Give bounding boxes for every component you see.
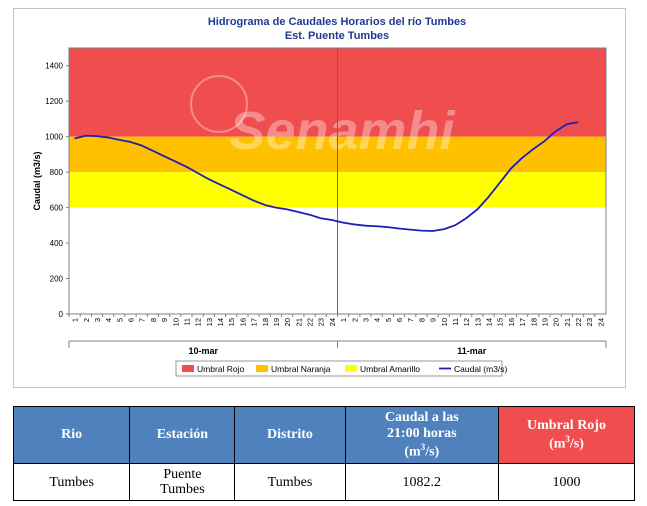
x-tick-label: 15 <box>496 318 505 326</box>
x-tick-label: 12 <box>462 318 471 326</box>
chart-frame: Hidrograma de Caudales Horarios del río … <box>13 8 626 388</box>
header-rojo-unit: (m <box>549 436 566 452</box>
legend-label-2: Umbral Amarillo <box>360 364 420 374</box>
y-tick-label: 600 <box>50 204 64 213</box>
y-tick-label: 800 <box>50 168 64 177</box>
header-rojo-unit-end: /s) <box>569 436 584 452</box>
cell-estacion-line1: Puente <box>163 467 202 482</box>
x-tick-label: 20 <box>552 318 561 326</box>
header-rojo-unit-sup: 3 <box>565 433 570 444</box>
x-tick-label: 1 <box>71 318 80 322</box>
header-estacion: Estación <box>129 406 236 464</box>
y-tick-label: 1200 <box>45 97 63 106</box>
x-tick-label: 5 <box>115 318 124 322</box>
legend-box <box>175 360 503 377</box>
legend-swatch-2 <box>345 365 357 372</box>
y-tick-label: 1000 <box>45 133 63 142</box>
x-tick-label: 6 <box>395 318 404 322</box>
x-tick-label: 24 <box>328 318 337 326</box>
x-tick-label: 3 <box>93 318 102 322</box>
x-tick-label: 17 <box>250 318 259 326</box>
cell-rio: Tumbes <box>12 463 131 501</box>
cell-estacion-line2: Tumbes <box>160 482 205 497</box>
watermark-sun-icon <box>190 75 248 133</box>
x-tick-label: 14 <box>216 318 225 326</box>
x-tick-label: 19 <box>540 318 549 326</box>
x-tick-label: 23 <box>585 318 594 326</box>
x-tick-label: 12 <box>194 318 203 326</box>
x-tick-label: 6 <box>127 318 136 322</box>
header-caudal-line1: Caudal a las <box>384 409 459 425</box>
header-umbral-rojo: Umbral Rojo (m3/s) <box>498 406 635 464</box>
y-axis-label: Caudal (m3/s) <box>32 151 42 210</box>
x-tick-label: 13 <box>205 318 214 326</box>
station-info-table: Rio Estación Distrito Caudal a las 21:00… <box>12 406 635 501</box>
cell-caudal: 1082.2 <box>344 463 500 501</box>
day-label-1: 10-mar <box>188 346 218 356</box>
x-tick-label: 10 <box>171 318 180 326</box>
legend-swatch-0 <box>182 365 194 372</box>
header-distrito: Distrito <box>234 406 346 464</box>
x-tick-label: 16 <box>507 318 516 326</box>
x-tick-label: 22 <box>306 318 315 326</box>
x-tick-label: 2 <box>82 318 91 322</box>
x-tick-label: 19 <box>272 318 281 326</box>
y-tick-label: 0 <box>59 310 64 319</box>
x-tick-label: 9 <box>429 318 438 322</box>
table-row: Tumbes Puente Tumbes Tumbes 1082.2 1000 <box>12 463 635 501</box>
x-tick-label: 20 <box>283 318 292 326</box>
x-tick-label: 1 <box>339 318 348 322</box>
y-tick-label: 400 <box>50 239 64 248</box>
series-line-caudal <box>74 121 579 232</box>
cell-umbral-rojo: 1000 <box>498 463 635 501</box>
x-tick-label: 8 <box>149 318 158 322</box>
header-caudal-unit-end: /s) <box>425 444 440 460</box>
legend-label-3: Caudal (m3/s) <box>454 364 508 374</box>
x-tick-label: 11 <box>451 318 460 326</box>
header-rio: Rio <box>12 406 131 464</box>
day-label-2: 11-mar <box>457 346 487 356</box>
legend-label-0: Umbral Rojo <box>197 364 245 374</box>
chart-subtitle: Est. Puente Tumbes <box>285 30 389 42</box>
header-caudal-unit: (m <box>404 444 421 460</box>
header-rojo-line1: Umbral Rojo <box>527 417 606 433</box>
hydrograph-chart: Hidrograma de Caudales Horarios del río … <box>32 16 607 377</box>
x-tick-label: 22 <box>574 318 583 326</box>
y-tick-label: 1400 <box>45 62 63 71</box>
x-tick-label: 2 <box>350 318 359 322</box>
x-tick-label: 23 <box>317 318 326 326</box>
chart-title: Hidrograma de Caudales Horarios del río … <box>208 16 466 28</box>
x-tick-label: 10 <box>440 318 449 326</box>
header-caudal-unit-sup: 3 <box>420 441 426 452</box>
x-tick-label: 4 <box>373 318 382 322</box>
x-tick-label: 18 <box>529 318 538 326</box>
cell-distrito: Tumbes <box>234 463 346 501</box>
header-caudal: Caudal a las 21:00 horas (m3/s) <box>344 406 500 464</box>
table-header-row: Rio Estación Distrito Caudal a las 21:00… <box>12 406 635 464</box>
x-tick-label: 21 <box>563 318 572 326</box>
watermark-text: Senamhi <box>229 101 455 161</box>
x-tick-label: 17 <box>518 318 527 326</box>
x-tick-label: 9 <box>160 318 169 322</box>
x-tick-label: 5 <box>384 318 393 322</box>
x-tick-label: 4 <box>104 318 113 322</box>
x-tick-label: 15 <box>227 318 236 326</box>
x-tick-label: 14 <box>485 318 494 326</box>
x-tick-label: 24 <box>596 318 605 326</box>
legend-swatch-1 <box>256 365 268 372</box>
x-tick-label: 11 <box>182 318 191 326</box>
x-tick-label: 16 <box>238 318 247 326</box>
header-caudal-line2: 21:00 horas <box>386 425 457 441</box>
legend-label-1: Umbral Naranja <box>271 364 331 374</box>
x-tick-label: 7 <box>406 318 415 322</box>
x-tick-label: 18 <box>261 318 270 326</box>
x-tick-label: 3 <box>361 318 370 322</box>
x-tick-label: 7 <box>138 318 147 322</box>
y-tick-label: 200 <box>50 275 64 284</box>
x-tick-label: 21 <box>294 318 303 326</box>
cell-estacion: Puente Tumbes <box>129 463 236 501</box>
x-tick-label: 8 <box>417 318 426 322</box>
x-tick-label: 13 <box>473 318 482 326</box>
